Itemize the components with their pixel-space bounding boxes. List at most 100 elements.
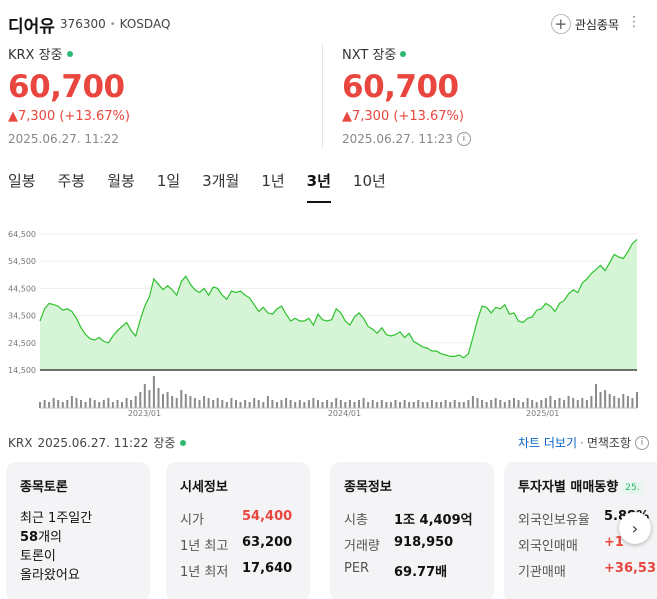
volume-bar xyxy=(476,398,479,408)
volume-bar xyxy=(134,396,137,408)
krx-label: KRX 장중 xyxy=(8,44,318,63)
x-tick-label: 2024/01 xyxy=(328,409,361,418)
volume-bar xyxy=(221,400,224,408)
volume-bar xyxy=(399,402,401,408)
volume-bar xyxy=(216,398,219,408)
volume-bar xyxy=(535,402,538,408)
volume-bar xyxy=(321,402,324,408)
row-value: 17,640 xyxy=(242,561,293,576)
volume-bar xyxy=(599,392,602,408)
nxt-time: 2025.06.27. 11:23 i xyxy=(342,132,652,146)
volume-bar xyxy=(490,400,493,408)
chart-status-bar: KRX 2025.06.27. 11:22 장중 차트 더보기 · 면책조항 i xyxy=(8,434,649,452)
volume-bar xyxy=(125,398,128,408)
tab-3m[interactable]: 3개월 xyxy=(202,172,240,190)
volume-bar xyxy=(508,400,511,408)
volume-bar xyxy=(622,394,625,408)
discussion-line: 올라왔어요 xyxy=(20,568,80,583)
nxt-change: ▲7,300 (+13.67%) xyxy=(342,109,652,124)
volume-bar xyxy=(394,400,397,408)
krx-quote: KRX 장중 60,700 ▲7,300 (+13.67%) 2025.06.2… xyxy=(8,44,318,146)
tab-week[interactable]: 주봉 xyxy=(57,172,86,190)
volume-bar xyxy=(298,400,301,408)
volume-bar xyxy=(157,388,160,408)
separator-dot: • xyxy=(109,18,116,30)
krx-change: ▲7,300 (+13.67%) xyxy=(8,109,318,124)
stock-code: 376300 xyxy=(59,17,106,31)
discussion-line: 토론이 xyxy=(20,549,56,564)
discussion-card[interactable]: 종목토론 최근 1주일간 58개의 토론이 올라왔어요 xyxy=(6,462,150,599)
tab-10y[interactable]: 10년 xyxy=(352,172,386,190)
nxt-change-value: ▲7,300 xyxy=(342,109,390,124)
plus-icon: + xyxy=(550,14,571,34)
row-key: 거래량 xyxy=(344,539,380,554)
tab-1d[interactable]: 1일 xyxy=(156,172,181,190)
y-tick-label: 64,500 xyxy=(8,230,36,239)
krx-change-value: ▲7,300 xyxy=(8,109,56,124)
date-badge: 25. xyxy=(622,481,643,494)
tab-3y[interactable]: 3년 xyxy=(306,168,331,203)
volume-bar xyxy=(426,402,429,408)
price-chart[interactable]: 64,500 54,500 44,500 34,500 24,500 14,500 202… xyxy=(0,222,657,422)
next-card-button[interactable]: › xyxy=(619,512,651,544)
info-icon[interactable]: i xyxy=(635,435,649,450)
volume-bar xyxy=(61,402,64,408)
volume-bar xyxy=(558,398,561,408)
volume-bar xyxy=(39,402,41,408)
volume-bar xyxy=(262,402,265,408)
add-favorite-button[interactable]: + 관심종목 xyxy=(550,14,619,34)
volume-bar xyxy=(317,400,319,408)
volume-bar xyxy=(285,398,288,408)
discussion-text: 최근 1주일간 58개의 토론이 올라왔어요 xyxy=(20,509,136,585)
live-dot-icon xyxy=(180,439,187,446)
volume-bar xyxy=(244,400,247,408)
info-icon[interactable]: i xyxy=(456,132,471,146)
volume-bar xyxy=(189,396,192,408)
tab-day[interactable]: 일봉 xyxy=(8,172,36,190)
nxt-label-text: NXT 장중 xyxy=(342,48,397,63)
volume-bar xyxy=(203,396,206,408)
volume-bar xyxy=(107,398,110,408)
y-tick-label: 24,500 xyxy=(8,339,36,348)
krx-change-pct: (+13.67%) xyxy=(59,109,130,124)
volume-bar xyxy=(93,400,96,408)
stock-info-card[interactable]: 종목정보 시총 1조 4,409억 거래량 918,950 PER 69.77배 xyxy=(330,462,494,599)
row-key: 시총 xyxy=(344,513,368,528)
volume-bar xyxy=(344,402,347,408)
volume-bar xyxy=(444,400,447,408)
volume-bar xyxy=(449,402,452,408)
volume-bar xyxy=(280,400,283,408)
krx-price: 60,700 xyxy=(8,69,125,105)
market-info-card[interactable]: 시세정보 시가 54,400 1년 최고 63,200 1년 최저 17,640 xyxy=(166,462,310,599)
volume-bar xyxy=(462,402,465,408)
nxt-change-pct: (+13.67%) xyxy=(393,109,464,124)
volume-bar xyxy=(75,398,78,408)
volume-bar xyxy=(403,400,406,408)
volume-bar xyxy=(80,400,82,408)
chart-more-link[interactable]: 차트 더보기 xyxy=(517,436,577,450)
volume-bar xyxy=(513,398,515,408)
tab-1y[interactable]: 1년 xyxy=(261,172,285,190)
volume-bar xyxy=(348,400,351,408)
volume-bar xyxy=(367,402,370,408)
more-options-icon[interactable]: ⋮ xyxy=(627,14,641,30)
disclaimer-link[interactable]: 면책조항 xyxy=(586,436,631,450)
volume-bar xyxy=(111,402,114,408)
volume-bar xyxy=(303,402,306,408)
volume-bar xyxy=(380,400,383,408)
discussion-unit: 개의 xyxy=(38,530,63,545)
info-row: 시가 54,400 xyxy=(180,509,296,528)
volume-bar xyxy=(184,394,187,408)
volume-bar xyxy=(312,398,315,408)
volume-bar xyxy=(440,402,442,408)
tab-month[interactable]: 월봉 xyxy=(107,172,135,190)
chevron-right-icon: › xyxy=(631,518,639,538)
volume-bar xyxy=(499,400,502,408)
volume-bar xyxy=(116,400,119,408)
volume-bar xyxy=(453,400,456,408)
volume-bar xyxy=(617,398,620,408)
row-value: 918,950 xyxy=(394,535,454,550)
volume-bar xyxy=(230,398,233,408)
volume-bar xyxy=(494,398,497,408)
